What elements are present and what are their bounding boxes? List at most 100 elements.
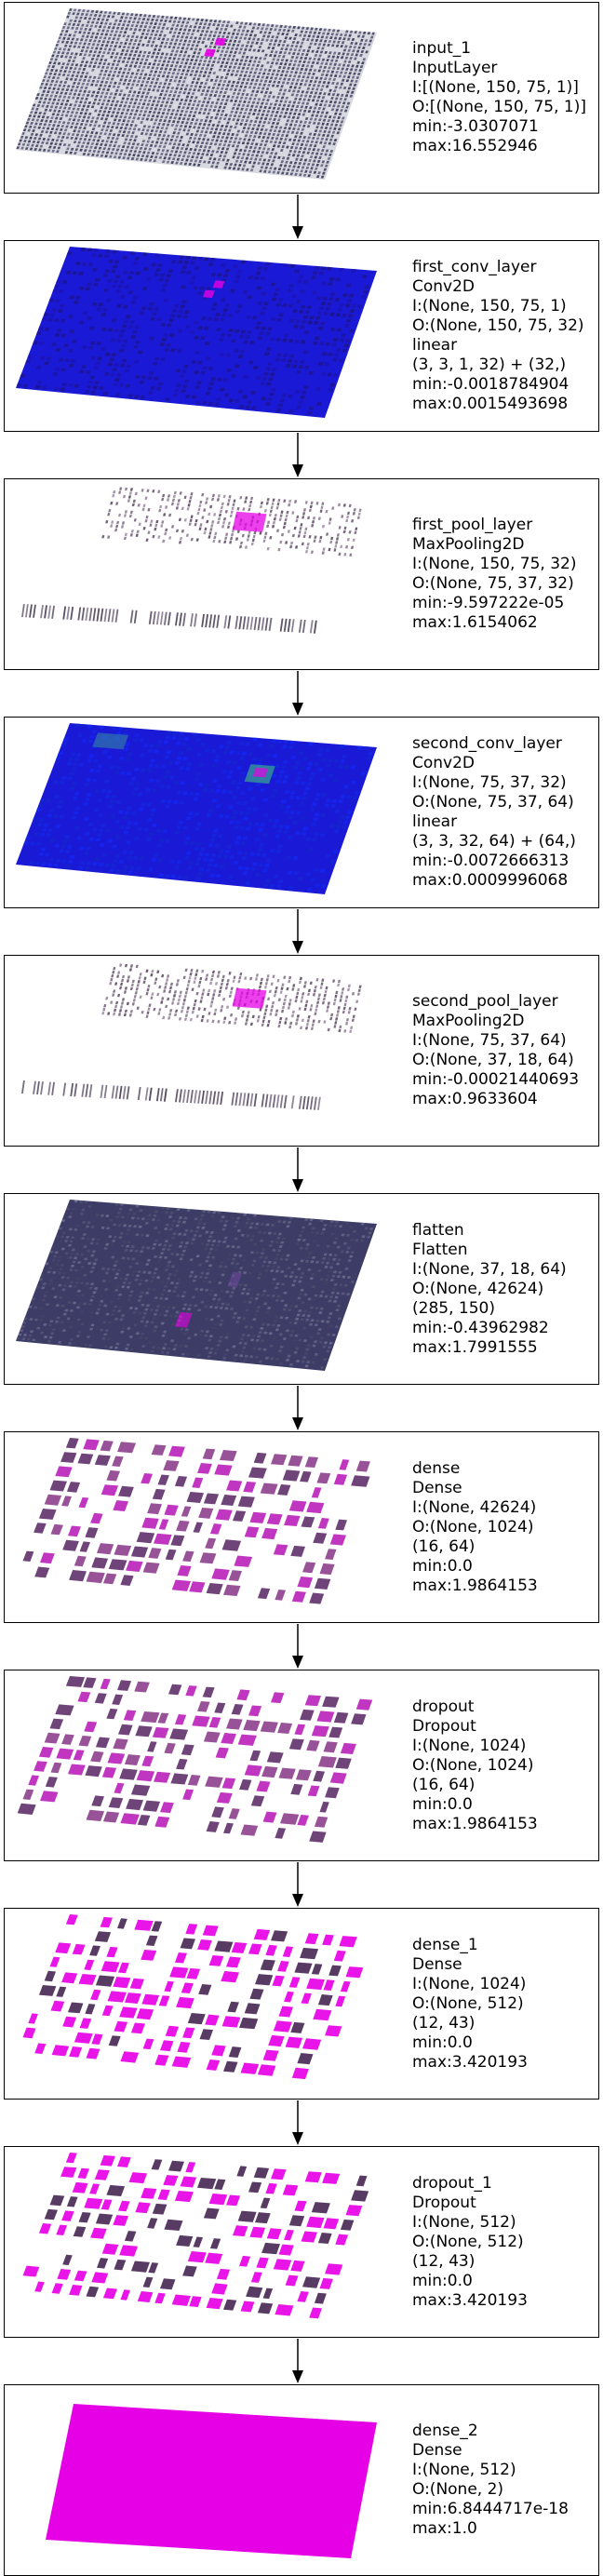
layer-detail-line: (3, 3, 32, 64) + (64,) [412,832,576,852]
tensor-cell [273,521,275,524]
tensor-cell [127,499,130,502]
tensor-cell [187,1007,190,1010]
tensor-cell [148,1004,151,1007]
tensor-cell [122,975,125,978]
tensor-cell [189,523,192,526]
tensor-cell [166,978,168,981]
tensor-cell [114,529,117,531]
tensor-cell [110,502,113,504]
tensor-cell [21,1080,25,1093]
tensor-cell [188,980,191,983]
tensor-cell [127,979,129,982]
tensor-cell [304,981,307,984]
tensor-cell [116,974,119,977]
tensor-cell [273,499,275,502]
tensor-cell [179,541,181,543]
tensor-cell [304,531,307,534]
layer-detail-line: min:-9.597222e-05 [412,594,577,613]
tensor-cell [199,977,202,980]
layer-detail-line: max:16.552946 [412,137,586,156]
tensor-cell [249,501,252,503]
tensor-cell [277,548,280,551]
layer-detail-line: max:0.0009996068 [412,871,576,891]
tensor-cell [208,614,212,627]
tensor-cell [153,611,156,624]
tensor-cell [190,519,193,522]
tensor-cell [220,510,222,513]
tensor-cell [302,516,304,518]
tensor-cell [230,1013,233,1016]
tensor-cell [193,981,195,984]
tensor-cell [111,520,114,523]
tensor-cell [304,1004,307,1007]
tensor-cell [352,1019,355,1022]
tensor-cell [176,983,179,986]
tensor-cell [335,991,338,994]
tensor-cell [199,501,202,503]
tensor-cell [164,1089,168,1102]
tensor-cell [311,551,314,554]
tensor-cell [234,1021,236,1024]
tensor-cell [353,512,355,515]
tensor-cell [337,533,340,536]
tensor-cell [137,530,140,533]
tensor-cell [125,533,127,536]
tensor-cell [338,1029,341,1032]
tensor-cell [211,1020,214,1023]
tensor-cell [322,525,325,528]
layer-name: second_conv_layer [412,734,576,754]
tensor-cell [307,993,310,996]
tensor-cell [131,984,134,986]
tensor-cell [314,540,316,543]
tensor-cell [178,499,181,502]
tensor-cell [218,971,221,973]
tensor-cell [89,608,93,621]
tensor-cell [336,1013,339,1016]
tensor-cell [136,987,139,990]
tensor-cell [226,983,229,986]
tensor-cell [318,994,321,997]
tensor-cell [201,614,205,627]
tensor-cell [299,981,302,984]
tensor-cell [231,533,234,536]
tensor-cell [349,1007,352,1010]
tensor-cell [134,518,137,521]
tensor-cell [279,1017,282,1020]
tensor-cell [269,1094,273,1107]
tensor-cell [210,524,213,527]
tensor-cell [165,1005,168,1008]
tensor-cell [341,515,343,517]
tensor-cell [133,999,136,1001]
tensor-cell [104,1085,108,1098]
tensor-cell [162,494,165,497]
tensor-cell [219,990,221,993]
tensor-cell [197,508,200,511]
tensor-cell [305,501,308,503]
tensor-cell [223,517,226,520]
tensor-cell [97,609,100,622]
tensor-cell [129,515,132,517]
tensor-cell [178,999,181,1001]
tensor-cell [315,986,317,988]
tensor-cell [259,986,261,988]
tensor-cell [307,517,310,519]
tensor-cell [247,538,249,541]
tensor-cell [251,543,254,545]
tensor-cell [282,1006,285,1009]
layer-detail-line: I:(None, 150, 75, 1) [412,297,584,316]
tensor-cell [340,545,342,548]
tensor-cell [271,983,274,986]
tensor-cell [149,611,153,624]
tensor-cell [283,500,286,503]
tensor-cell [343,553,346,556]
tensor-cell [118,490,121,493]
tensor-cell [343,1007,346,1010]
tensor-cell [203,508,206,511]
tensor-cell [305,1026,308,1029]
tensor-cell [124,990,127,993]
flow-arrow [292,1147,303,1192]
tensor-cell [127,1002,129,1005]
tensor-cell [309,509,312,512]
